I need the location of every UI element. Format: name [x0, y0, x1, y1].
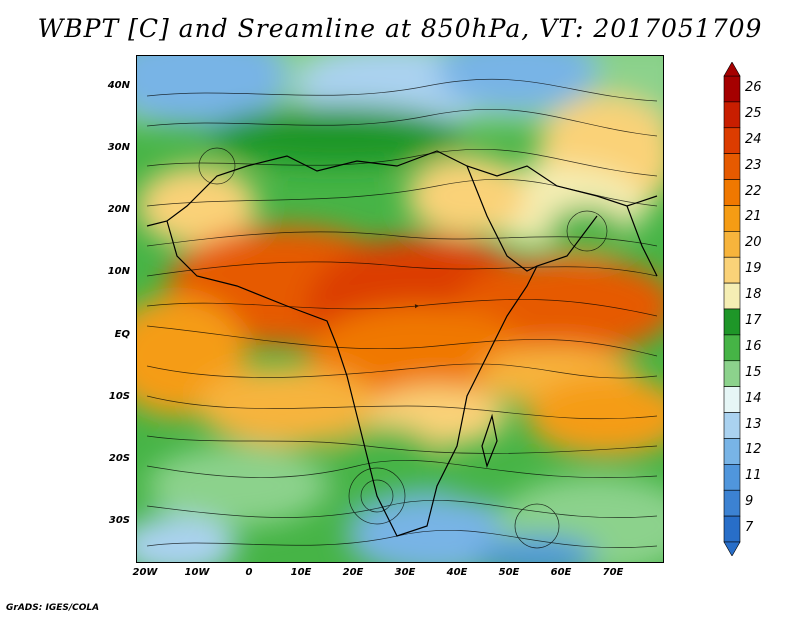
chart-title: WBPT [C] and Sreamline at 850hPa, VT: 20… — [37, 14, 763, 43]
lat-label-30s: 30S — [108, 515, 130, 526]
colorbar-min-arrow — [723, 541, 741, 556]
lat-label-eq: EQ — [114, 329, 130, 340]
lon-label-20e: 20E — [342, 567, 364, 578]
colorbar-label: 24 — [745, 131, 762, 147]
colorbar-label: 20 — [745, 235, 762, 251]
colorbar-label: 22 — [745, 183, 762, 199]
colorbar-label: 7 — [745, 520, 754, 536]
colorbar-segment — [723, 153, 741, 180]
colorbar-label: 19 — [745, 261, 762, 277]
colorbar-label: 21 — [745, 209, 762, 225]
coastlines — [146, 150, 658, 537]
colorbar-segment — [723, 205, 741, 232]
credit-text: GrADS: IGES/COLA — [6, 603, 100, 613]
lat-label-20s: 20S — [108, 453, 130, 464]
lat-label-10s: 10S — [108, 391, 130, 402]
lat-label-20n: 20N — [107, 204, 130, 215]
streamlines — [146, 78, 658, 549]
colorbar-segment — [723, 412, 741, 439]
colorbar-label: 14 — [745, 390, 762, 406]
lon-label-30e: 30E — [394, 567, 416, 578]
colorbar-segment — [723, 308, 741, 336]
lon-label-70e: 70E — [602, 567, 624, 578]
lon-label-10e: 10E — [290, 567, 312, 578]
colorbar-label: 18 — [745, 287, 762, 303]
colorbar-segment — [723, 101, 741, 129]
colorbar-segment — [723, 464, 741, 491]
colorbar-segment — [723, 282, 741, 310]
colorbar-label: 23 — [745, 157, 762, 173]
colorbar — [723, 62, 741, 556]
colorbar-segment — [723, 515, 741, 543]
colorbar-segment — [723, 256, 741, 284]
lat-label-40n: 40N — [107, 80, 130, 91]
map-canvas — [137, 56, 663, 562]
lon-label-40e: 40E — [446, 567, 468, 578]
colorbar-label: 12 — [745, 442, 762, 458]
colorbar-segment — [723, 179, 741, 206]
lon-label-50e: 50E — [498, 567, 520, 578]
colorbar-label: 26 — [745, 79, 762, 95]
colorbar-label: 13 — [745, 416, 762, 432]
colorbar-label: 16 — [745, 338, 762, 354]
lon-label-60e: 60E — [550, 567, 572, 578]
colorbar-max-arrow — [723, 62, 741, 77]
colorbar-segment — [723, 127, 741, 154]
colorbar-segment — [723, 75, 741, 103]
colorbar-segment — [723, 334, 741, 362]
colorbar-segment — [723, 489, 741, 517]
lat-label-10n: 10N — [107, 266, 130, 277]
colorbar-label: 17 — [745, 312, 762, 328]
colorbar-label: 15 — [745, 364, 762, 380]
colorbar-label: 9 — [745, 494, 754, 510]
lat-label-30n: 30N — [107, 142, 130, 153]
colorbar-segment — [723, 231, 741, 258]
weather-map — [136, 55, 664, 563]
lon-label-10w: 10W — [184, 567, 210, 578]
colorbar-segment — [723, 360, 741, 387]
colorbar-segment — [723, 386, 741, 413]
lon-label-20w: 20W — [132, 567, 158, 578]
lon-label-0: 0 — [245, 567, 253, 578]
colorbar-label: 25 — [745, 105, 762, 121]
colorbar-label: 11 — [745, 468, 762, 484]
colorbar-segment — [723, 438, 741, 465]
temperature-field — [137, 56, 663, 562]
